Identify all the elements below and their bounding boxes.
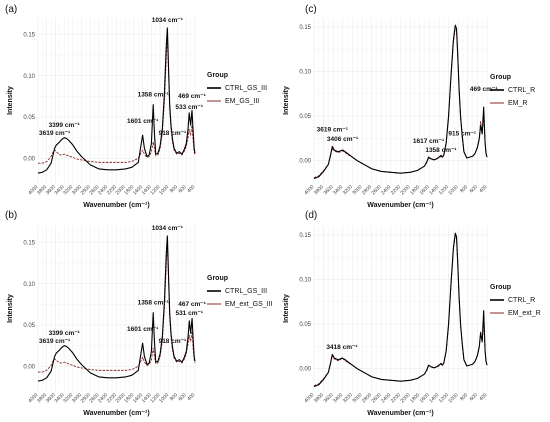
x-tick-label: 800 xyxy=(459,392,469,402)
y-tick-label: 0.00 xyxy=(299,159,311,165)
y-tick-label: 0.00 xyxy=(299,367,311,373)
panel-a: (a)0.000.050.100.15400038003600340032003… xyxy=(5,4,267,209)
y-axis-title: Intensity xyxy=(283,86,290,115)
legend-title: Group xyxy=(207,275,228,282)
legend-entry-em-ext-gs-iii: EM_ext_GS_III xyxy=(225,301,273,308)
legend-title: Group xyxy=(490,74,511,81)
y-tick-label: 0.10 xyxy=(299,70,311,76)
x-axis-title: Wavenumber (cm⁻¹) xyxy=(367,410,433,417)
x-tick-label: 400 xyxy=(186,184,196,194)
y-axis-title: Intensity xyxy=(7,294,14,323)
x-tick-label: 400 xyxy=(478,184,488,194)
peak-annotation: 3399 cm⁻¹ xyxy=(49,122,80,129)
peak-annotation: 915 cm⁻¹ xyxy=(448,131,476,138)
x-axis-title: Wavenumber (cm⁻¹) xyxy=(367,202,433,209)
legend-title: Group xyxy=(207,72,228,79)
legend-entry-em-ext-r: EM_ext_R xyxy=(508,310,541,317)
peak-annotation: 1601 cm⁻¹ xyxy=(127,118,158,125)
legend: Group CTRL_GS_III EM_ext_GS_III xyxy=(207,275,273,308)
peak-annotation: 3619 cm⁻¹ xyxy=(39,338,70,345)
x-tick-label: 800 xyxy=(169,184,179,194)
panel-c: (c)0.000.050.100.15400038003600340032003… xyxy=(283,4,535,209)
legend-entry-ctrl-gs-iii: CTRL_GS_III xyxy=(225,85,267,92)
legend-title: Group xyxy=(490,284,511,291)
x-tick-label: 600 xyxy=(469,392,479,402)
x-tick-label: 800 xyxy=(459,184,469,194)
peak-annotation: 918 cm⁻¹ xyxy=(159,130,187,137)
y-tick-label: 0.15 xyxy=(23,241,35,247)
legend: Group CTRL_R EM_ext_R xyxy=(490,284,541,317)
peak-annotation: 533 cm⁻¹ xyxy=(175,104,203,111)
peak-annotation: 1358 cm⁻¹ xyxy=(138,299,169,306)
peak-annotation: 3418 cm⁻¹ xyxy=(326,344,357,351)
peak-annotation: 1358 cm⁻¹ xyxy=(425,147,456,154)
legend-entry-ctrl-gs-iii: CTRL_GS_III xyxy=(225,288,267,295)
panel-label: (d) xyxy=(305,210,317,221)
y-tick-label: 0.00 xyxy=(23,156,35,162)
legend-entry-em-gs-iii: EM_GS_III xyxy=(225,98,259,105)
x-tick-label: 400 xyxy=(186,392,196,402)
series-line-ctrl-gs-iii xyxy=(37,235,196,382)
legend: Group CTRL_R EM_R xyxy=(490,74,535,107)
x-tick-label: 800 xyxy=(169,392,179,402)
peak-annotation: 1617 cm⁻¹ xyxy=(413,138,444,145)
peak-annotation: 3399 cm⁻¹ xyxy=(49,330,80,337)
series-line-ctrl-r xyxy=(313,232,488,388)
legend: Group CTRL_GS_III EM_GS_III xyxy=(207,72,267,105)
panel-label: (c) xyxy=(305,4,317,15)
y-tick-label: 0.05 xyxy=(299,114,311,120)
legend-entry-ctrl-r: CTRL_R xyxy=(508,297,535,304)
peak-annotation: 1601 cm⁻¹ xyxy=(127,326,158,333)
panel-b: (b)0.000.050.100.15400038003600340032003… xyxy=(5,210,273,417)
y-tick-label: 0.10 xyxy=(23,282,35,288)
legend-entry-em-r: EM_R xyxy=(508,100,527,107)
peak-annotation: 1358 cm⁻¹ xyxy=(138,91,169,98)
y-axis-title: Intensity xyxy=(283,294,290,323)
y-tick-label: 0.15 xyxy=(299,25,311,31)
x-tick-label: 400 xyxy=(478,392,488,402)
peak-annotation: 469 cm⁻¹ xyxy=(178,93,206,100)
x-tick-label: 600 xyxy=(469,184,479,194)
panel-d: (d)0.000.050.100.15400038003600340032003… xyxy=(283,210,541,417)
y-tick-label: 0.15 xyxy=(299,233,311,239)
y-tick-label: 0.05 xyxy=(23,323,35,329)
y-tick-label: 0.05 xyxy=(299,322,311,328)
series-line-ctrl-gs-iii xyxy=(37,27,196,174)
y-tick-label: 0.10 xyxy=(299,278,311,284)
panel-label: (b) xyxy=(5,210,17,221)
peak-annotation: 531 cm⁻¹ xyxy=(175,310,203,317)
x-axis-title: Wavenumber (cm⁻¹) xyxy=(83,410,149,417)
legend-entry-ctrl-r: CTRL_R xyxy=(508,87,535,94)
peak-annotation: 3619 cm⁻¹ xyxy=(39,130,70,137)
panel-label: (a) xyxy=(5,4,17,15)
y-axis-title: Intensity xyxy=(7,86,14,115)
y-tick-label: 0.15 xyxy=(23,33,35,39)
peak-annotation: 467 cm⁻¹ xyxy=(178,301,206,308)
peak-annotation: 1034 cm⁻¹ xyxy=(152,17,183,24)
x-tick-label: 600 xyxy=(178,392,188,402)
y-tick-label: 0.05 xyxy=(23,115,35,121)
y-tick-label: 0.00 xyxy=(23,364,35,370)
y-tick-label: 0.10 xyxy=(23,74,35,80)
series-line-ctrl-r xyxy=(313,24,488,180)
series-line-em-ext-gs-iii xyxy=(38,242,196,373)
x-axis-title: Wavenumber (cm⁻¹) xyxy=(83,202,149,209)
peak-annotation: 469 cm⁻¹ xyxy=(470,86,498,93)
peak-annotation: 3406 cm⁻¹ xyxy=(327,136,358,143)
peak-annotation: 3619 cm⁻¹ xyxy=(317,126,348,133)
x-tick-label: 600 xyxy=(178,184,188,194)
series-line-em-gs-iii xyxy=(38,35,196,164)
peak-annotation: 1034 cm⁻¹ xyxy=(152,225,183,232)
peak-annotation: 918 cm⁻¹ xyxy=(159,338,187,345)
